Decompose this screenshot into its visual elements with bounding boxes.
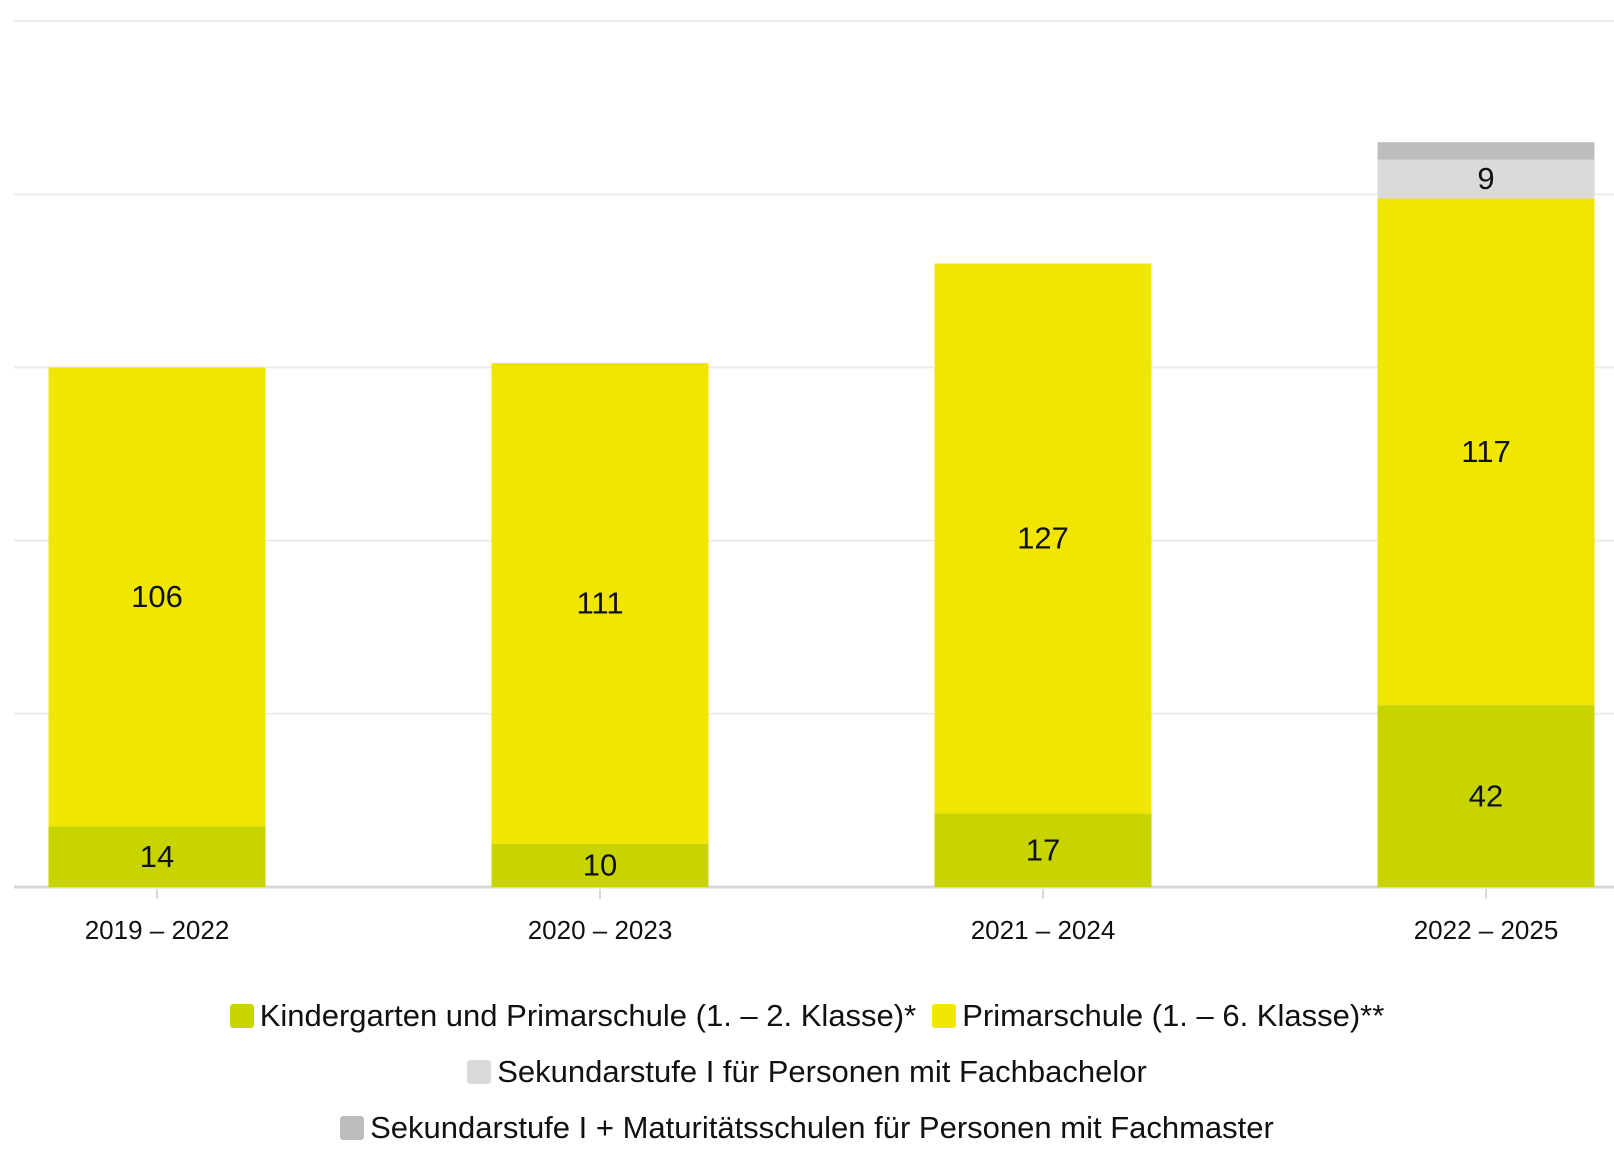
- value-label: 111: [576, 586, 623, 621]
- legend-item: Sekundarstufe I + Maturitätsschulen für …: [340, 1110, 1274, 1146]
- bar-segment: [48, 826, 266, 887]
- legend-item: Primarschule (1. – 6. Klasse)**: [932, 998, 1384, 1034]
- legend-swatch: [467, 1060, 492, 1084]
- value-label: 14: [140, 839, 174, 874]
- value-label: 10: [583, 848, 617, 883]
- bar-segment: [491, 843, 709, 887]
- bar-segment: [934, 263, 1152, 814]
- legend-label: Sekundarstufe I + Maturitätsschulen für …: [370, 1110, 1274, 1145]
- legend-label: Kindergarten und Primarschule (1. – 2. K…: [259, 998, 917, 1033]
- value-label: 106: [131, 579, 183, 614]
- value-label: 127: [1017, 521, 1069, 556]
- bar-segment: [48, 367, 266, 827]
- bar-segment: [1377, 159, 1595, 199]
- legend-item: Sekundarstufe I für Personen mit Fachbac…: [467, 1054, 1147, 1090]
- value-label: 42: [1469, 778, 1503, 813]
- legend-item: Kindergarten und Primarschule (1. – 2. K…: [229, 998, 917, 1034]
- bar-segment: [1377, 142, 1595, 160]
- legend-swatch: [229, 1004, 254, 1028]
- x-tick-label: 2019 – 2022: [85, 915, 230, 945]
- bar-segment: [1377, 198, 1595, 706]
- chart: 2019 – 2022 14 106 2020 – 2023 10 111 2021 – 2…: [14, 20, 1614, 945]
- legend-swatch: [340, 1116, 365, 1140]
- bar-segment: [491, 363, 709, 844]
- legend-label: Primarschule (1. – 6. Klasse)**: [962, 998, 1385, 1033]
- x-tick-label: 2021 – 2024: [971, 915, 1116, 945]
- value-label: 17: [1026, 832, 1060, 867]
- x-tick-label: 2022 – 2025: [1414, 915, 1559, 945]
- bar-segment: [934, 813, 1152, 887]
- bar-segment: [1377, 705, 1595, 887]
- legend-label: Sekundarstufe I für Personen mit Fachbac…: [497, 1054, 1147, 1089]
- legend: Kindergarten und Primarschule (1. – 2. K…: [167, 998, 1447, 1146]
- x-tick-label: 2020 – 2023: [528, 915, 673, 945]
- value-label: 9: [1477, 161, 1494, 196]
- value-label: 117: [1461, 434, 1510, 469]
- legend-swatch: [932, 1004, 957, 1028]
